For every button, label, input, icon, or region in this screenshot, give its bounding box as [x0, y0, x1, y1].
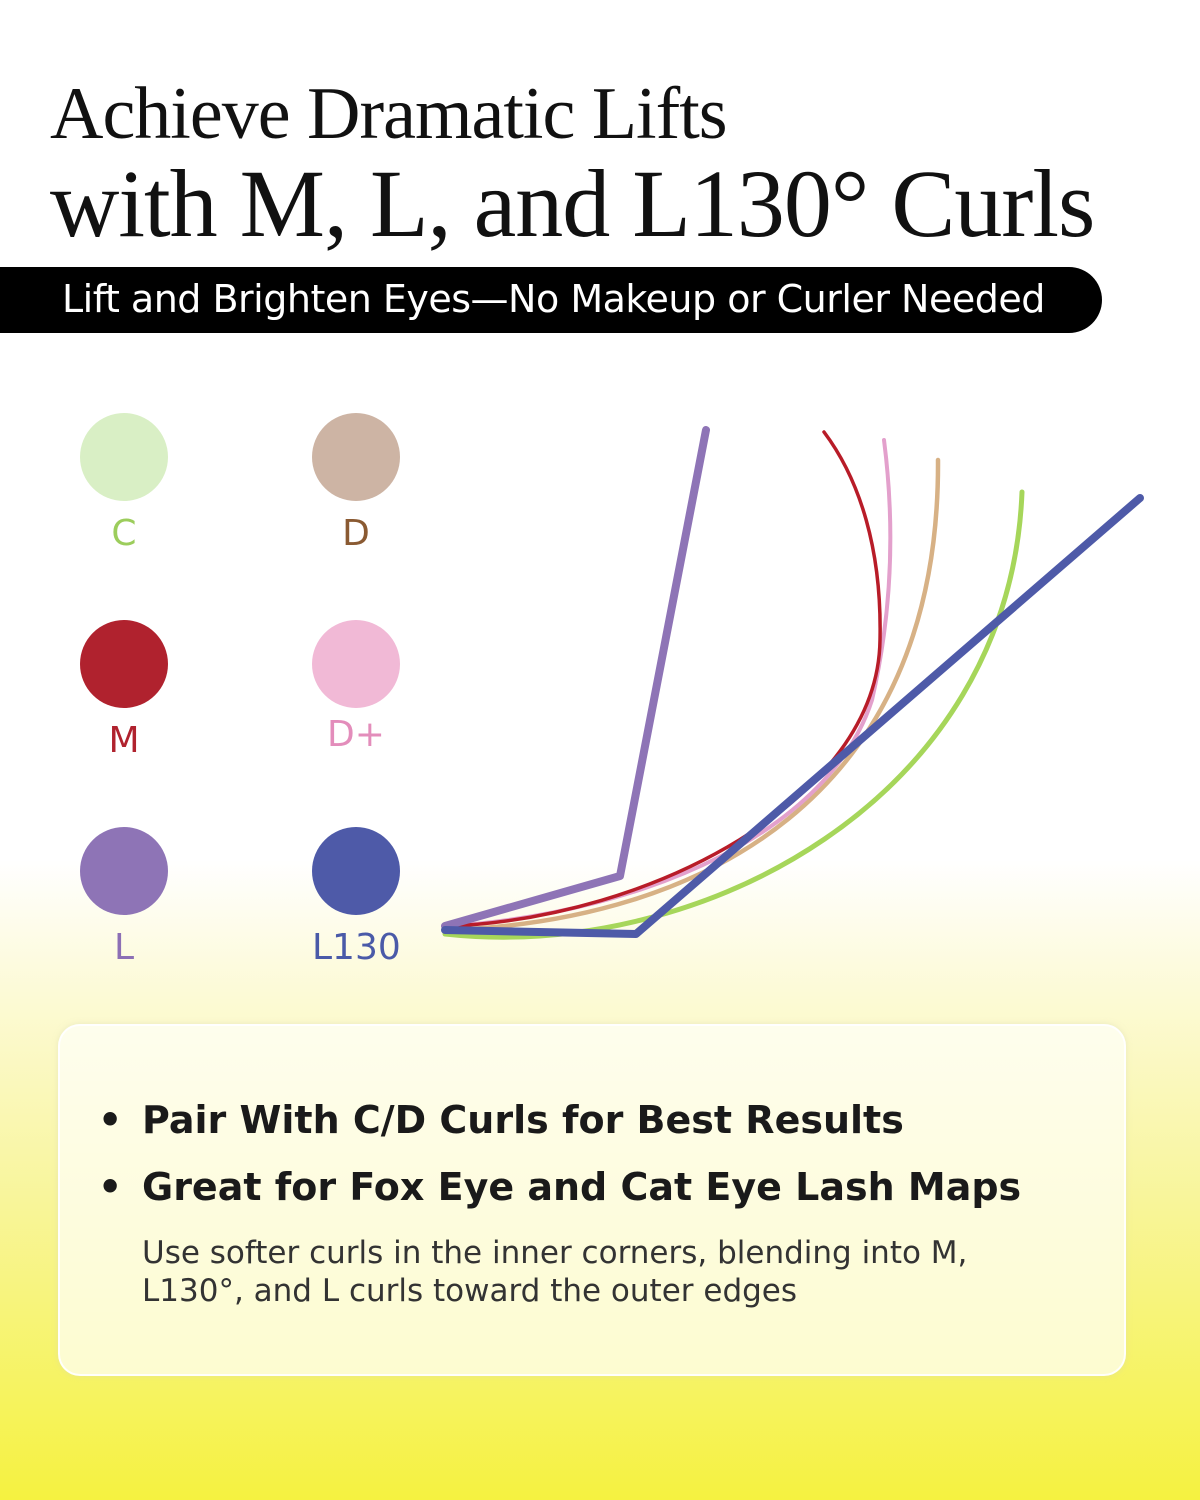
curl-swatch-l130: L130 [312, 827, 401, 968]
curl-label: D [342, 513, 370, 554]
bullet-item: • Great for Fox Eye and Cat Eye Lash Maps [98, 1165, 1021, 1209]
curl-line-c [442, 489, 1025, 940]
curl-line-m [448, 430, 882, 928]
info-panel: • Pair With C/D Curls for Best Results • G… [58, 1024, 1126, 1376]
lash-curl-diagram [441, 426, 1144, 940]
usage-note: Use softer curls in the inner corners, b… [142, 1235, 968, 1309]
curl-swatch-m: M [80, 620, 168, 761]
subtitle-banner: Lift and Brighten Eyes—No Makeup or Curl… [0, 267, 1102, 333]
curl-line-l130 [441, 494, 1144, 938]
bullet-text: Pair With C/D Curls for Best Results [142, 1098, 904, 1142]
title-line-1: Achieve Dramatic Lifts [50, 73, 728, 155]
curl-swatch-c: C [80, 413, 168, 554]
subtitle-text: Lift and Brighten Eyes—No Makeup or Curl… [62, 277, 1045, 321]
bullet-dot: • [98, 1165, 123, 1209]
curl-line-d-plus [448, 438, 893, 928]
bullet-item: • Pair With C/D Curls for Best Results [98, 1098, 904, 1142]
color-dot [80, 827, 168, 915]
curl-swatch-d-plus: D+ [312, 620, 400, 755]
curl-label: D+ [327, 714, 385, 755]
bullet-text: Great for Fox Eye and Cat Eye Lash Maps [142, 1165, 1022, 1209]
curl-line-d [447, 457, 941, 933]
color-dot [80, 620, 168, 708]
curl-line-l [441, 426, 710, 930]
color-dot [312, 413, 400, 501]
curl-swatch-d: D [312, 413, 400, 554]
color-dot [312, 620, 400, 708]
title-line-2: with M, L, and L130° Curls [50, 150, 1095, 257]
curl-swatch-l: L [80, 827, 168, 968]
curl-label: L [113, 927, 135, 968]
curl-label: M [108, 720, 140, 761]
color-dot [312, 827, 400, 915]
color-dot [80, 413, 168, 501]
bullet-dot: • [98, 1098, 123, 1142]
curl-label: C [111, 513, 137, 554]
curl-label: L130 [312, 927, 401, 968]
